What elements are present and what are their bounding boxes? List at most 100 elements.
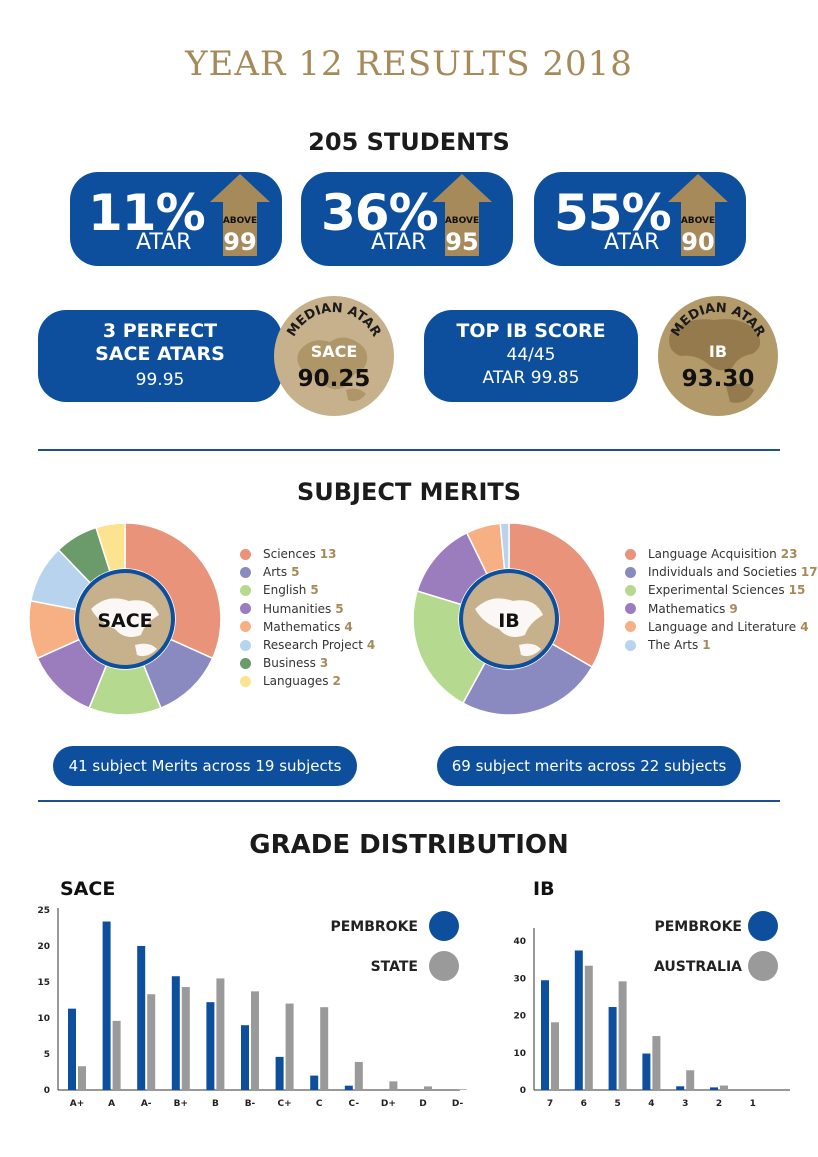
- x-tick-label: 5: [614, 1099, 620, 1109]
- stat-atar-label: ATAR: [371, 230, 427, 255]
- up-arrow-icon: [210, 174, 270, 256]
- ib-chart-title: IB: [533, 878, 555, 900]
- legend-label: Language and Literature: [648, 619, 797, 634]
- legend-item-mathematics: Mathematics 9: [625, 600, 818, 618]
- x-tick-label: 4: [648, 1099, 654, 1109]
- y-tick-label: 10: [513, 1049, 526, 1059]
- legend-label: Languages: [263, 674, 329, 689]
- y-tick-label: 15: [37, 978, 50, 988]
- x-tick-label: C+: [278, 1099, 292, 1109]
- y-tick-label: 0: [44, 1086, 50, 1096]
- x-tick-label: 3: [682, 1099, 688, 1109]
- legend-label: AUSTRALIA: [654, 959, 742, 975]
- top-ib-line2: 44/45: [506, 345, 556, 365]
- median-program: SACE: [310, 342, 358, 361]
- above-label: ABOVE: [222, 216, 258, 226]
- stat-percent: 36%: [321, 184, 439, 242]
- x-tick-label: A-: [141, 1099, 152, 1109]
- legend-label: English: [263, 583, 307, 598]
- legend-label: Individuals and Societies: [648, 565, 797, 580]
- sace-grade-bar-chart: 0 5 10 15 20 25 A+ A A- B+ B B- C+ C C- D+ D D- PEMBROKE ST…: [37, 906, 467, 1109]
- sace-merits-summary: 41 subject Merits across 19 subjects: [53, 746, 357, 786]
- above-label: ABOVE: [680, 216, 716, 226]
- legend-count: 9: [729, 601, 738, 616]
- legend-label: Mathematics: [263, 619, 341, 634]
- bar-state-c: [285, 1003, 294, 1090]
- legend-count: 3: [319, 656, 329, 671]
- globe-land: [519, 643, 541, 657]
- legend-count: 13: [319, 547, 337, 562]
- divider: [38, 449, 780, 451]
- x-tick-label: A+: [70, 1099, 85, 1109]
- legend-count: 23: [780, 547, 798, 562]
- legend-label: Humanities: [263, 601, 332, 616]
- merits-heading: SUBJECT MERITS: [296, 478, 522, 506]
- stat-percent: 11%: [88, 184, 206, 242]
- x-tick-label: C-: [349, 1099, 360, 1109]
- y-tick-label: 30: [513, 974, 526, 984]
- legend-swatch: [625, 584, 636, 596]
- median-ib-badge: MEDIAN ATAR IB 93.30: [656, 294, 780, 418]
- top-ib-pill: TOP IB SCORE 44/45 ATAR 99.85: [424, 310, 638, 402]
- legend-label: Arts: [263, 565, 288, 580]
- legend-swatch: [748, 911, 778, 941]
- globe-land: [91, 598, 159, 637]
- legend-label: Research Project: [263, 638, 363, 653]
- bar-state-d: [458, 1089, 467, 1090]
- legend-swatch: [240, 566, 251, 578]
- legend-label: Experimental Sciences: [648, 583, 785, 598]
- legend-item-humanities: Humanities 5: [240, 600, 375, 618]
- bar-australia-6: [584, 965, 593, 1090]
- legend-label: The Arts: [648, 638, 699, 653]
- legend-item-business: Business 3: [240, 654, 375, 672]
- legend-count: 4: [366, 638, 376, 653]
- sace-perfect-pill: 3 PERFECT SACE ATARS 99.95: [38, 310, 282, 402]
- legend-count: 4: [344, 619, 353, 634]
- globe-icon: MEDIAN ATAR: [274, 296, 394, 416]
- bar-pembroke-b: [241, 1025, 249, 1090]
- legend-swatch: [240, 603, 251, 615]
- ib-merits-legend: Language Acquisition 23 Individuals and So…: [625, 545, 818, 654]
- bar-australia-5: [618, 981, 627, 1090]
- legend-item-languages: Languages 2: [240, 672, 375, 690]
- legend-item-research-project: Research Project 4: [240, 636, 375, 654]
- y-tick-label: 25: [37, 906, 50, 916]
- top-ib-line1: TOP IB SCORE: [456, 320, 606, 342]
- bar-state-c: [320, 1007, 329, 1090]
- globe-icon: MEDIAN ATAR: [658, 296, 778, 416]
- ib-merits-summary: 69 subject merits across 22 subjects: [437, 746, 741, 786]
- stat-pill-90: 55% ATAR ABOVE 90: [534, 172, 746, 266]
- y-tick-label: 5: [44, 1050, 50, 1060]
- bar-australia-7: [551, 1022, 559, 1090]
- x-tick-label: B: [212, 1099, 219, 1109]
- legend-count: 4: [800, 619, 809, 634]
- legend-swatch: [240, 639, 251, 651]
- x-tick-label: 1: [750, 1099, 756, 1109]
- up-arrow-icon: [432, 174, 492, 256]
- legend-item-the-arts: The Arts 1: [625, 636, 818, 654]
- top-ib-line3: ATAR 99.85: [482, 368, 580, 388]
- x-tick-label: B-: [245, 1099, 256, 1109]
- bar-pembroke-7: [541, 980, 549, 1090]
- threshold-value: 90: [681, 228, 715, 256]
- legend-count: 1: [702, 638, 711, 653]
- bar-australia-3: [686, 1070, 695, 1090]
- legend-swatch: [240, 621, 251, 633]
- sace-perfect-value: 99.95: [135, 370, 185, 390]
- median-value: 93.30: [681, 366, 755, 392]
- legend-count: 15: [788, 583, 806, 598]
- legend-swatch: [625, 639, 636, 651]
- legend-label: Business: [263, 656, 316, 671]
- x-tick-label: D+: [381, 1099, 396, 1109]
- sace-perfect-line2: SACE ATARS: [95, 343, 225, 365]
- bar-state-d: [389, 1081, 398, 1090]
- legend-item-mathematics: Mathematics 4: [240, 618, 375, 636]
- legend-swatch: [748, 951, 778, 981]
- legend-item-language-acquisition: Language Acquisition 23: [625, 545, 818, 563]
- globe-land: [475, 598, 543, 637]
- legend-item-individuals-and-societies: Individuals and Societies 17: [625, 563, 818, 581]
- threshold-value: 99: [223, 228, 257, 256]
- legend-label: Sciences: [263, 547, 316, 562]
- legend-label: PEMBROKE: [330, 919, 418, 935]
- ib-grade-bar-chart: 0 10 20 30 40 7 6 5 4 3 2 1 PEMBROKE AUSTRALIA: [513, 911, 790, 1109]
